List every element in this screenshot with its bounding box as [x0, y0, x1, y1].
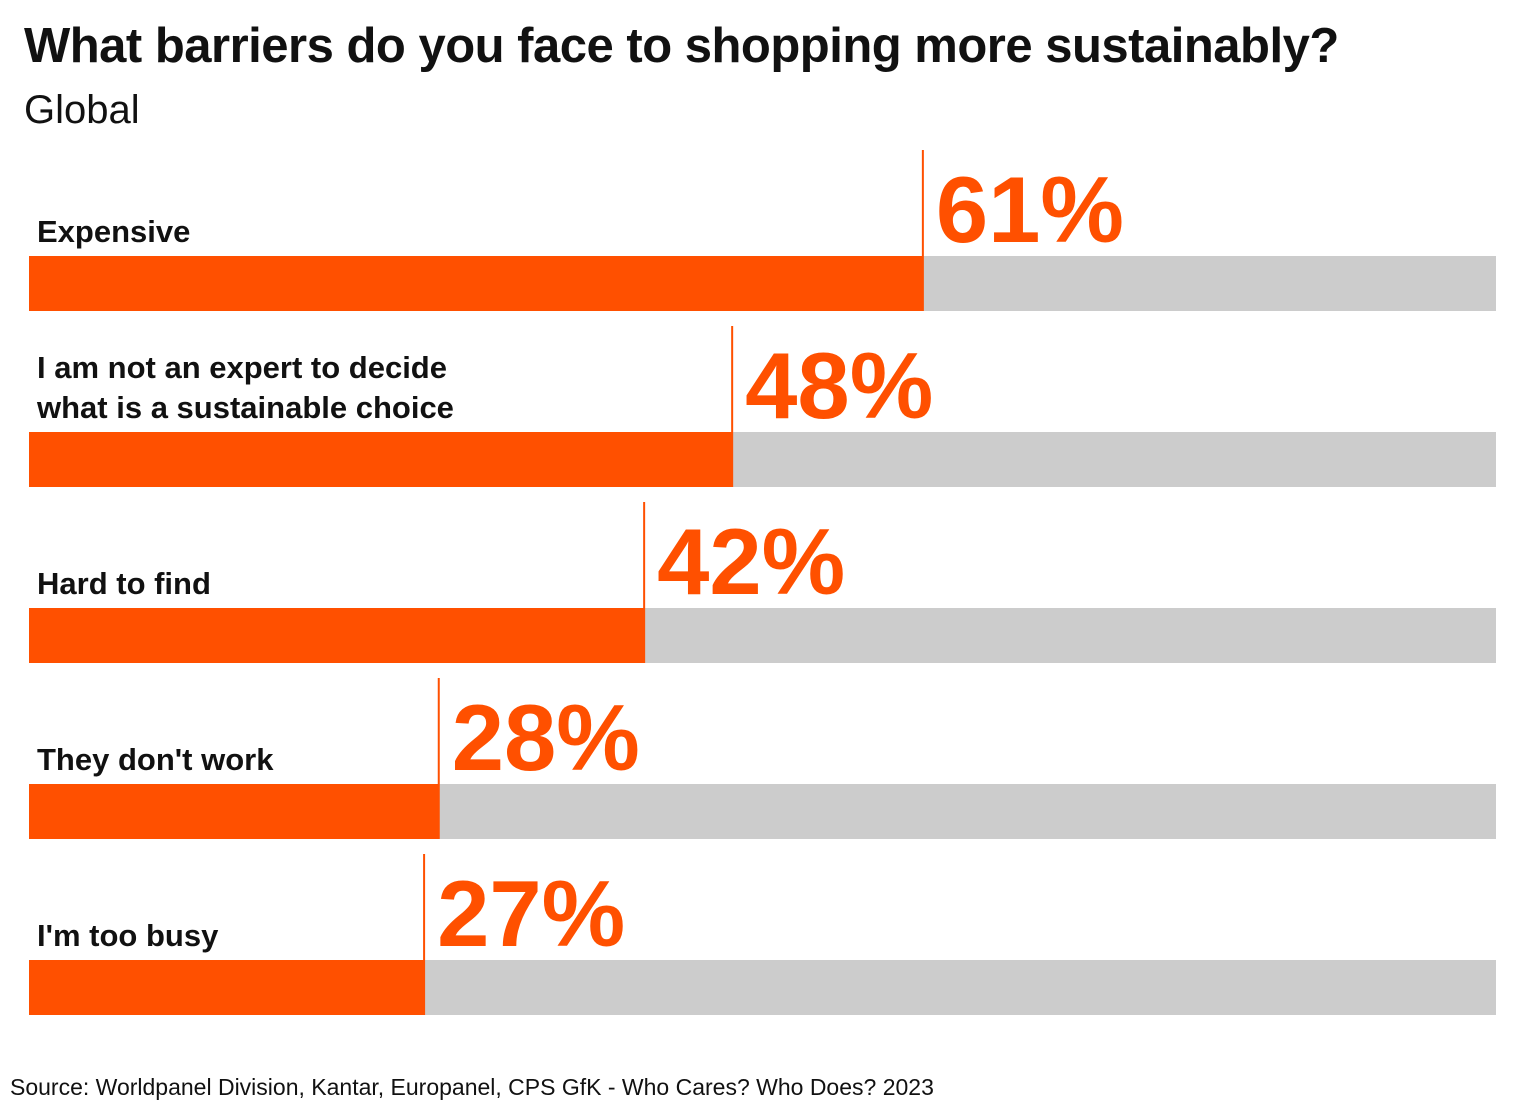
bar: [29, 432, 734, 487]
category-label: I am not an expert to decide: [37, 350, 447, 385]
data-label: 42%: [657, 509, 845, 614]
data-label: 27%: [437, 861, 625, 966]
chart-subtitle: Global: [24, 88, 140, 132]
bar: [29, 960, 426, 1015]
bar: [29, 784, 440, 839]
category-label: They don't work: [37, 742, 274, 777]
category-label: what is a sustainable choice: [36, 390, 454, 425]
bar: [29, 608, 646, 663]
category-label: Expensive: [37, 214, 190, 249]
source-note: Source: Worldpanel Division, Kantar, Eur…: [10, 1074, 934, 1100]
data-label: 61%: [936, 157, 1124, 262]
chart-title: What barriers do you face to shopping mo…: [24, 19, 1339, 73]
category-label: Hard to find: [37, 566, 211, 601]
bar: [29, 256, 924, 311]
data-label: 48%: [745, 333, 933, 438]
data-label: 28%: [452, 685, 640, 790]
category-label: I'm too busy: [37, 918, 219, 953]
